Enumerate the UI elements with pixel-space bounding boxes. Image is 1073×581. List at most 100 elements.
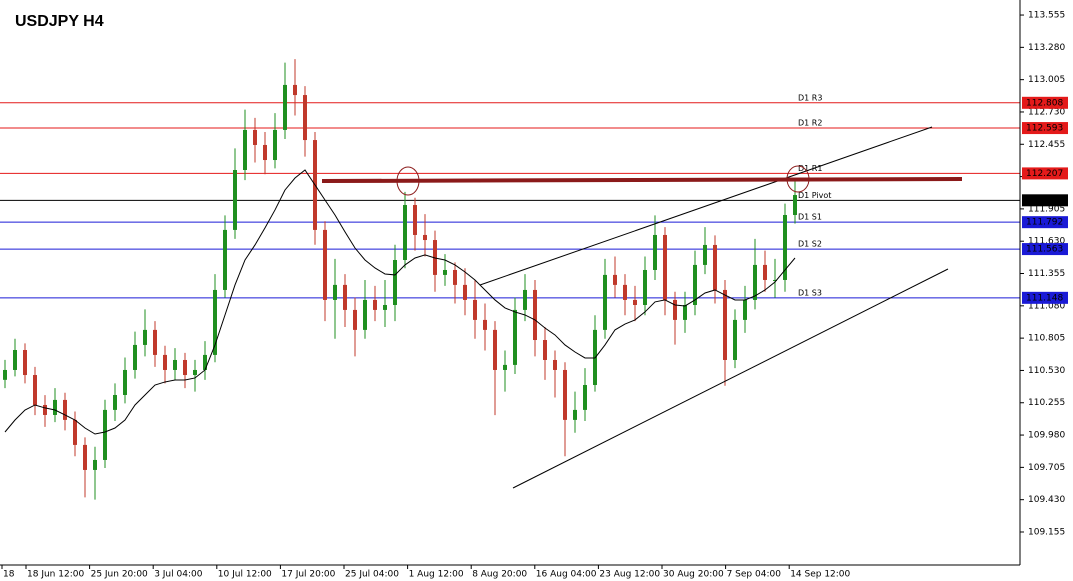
level-name: D1 Pivot bbox=[798, 191, 831, 200]
level-price-box bbox=[1022, 216, 1068, 229]
y-tick-label: 109.430 bbox=[1028, 495, 1065, 505]
candle-body bbox=[173, 359, 177, 370]
level-price-box bbox=[1022, 167, 1068, 180]
candle-body bbox=[453, 269, 457, 285]
y-tick-label: 109.155 bbox=[1028, 527, 1065, 537]
x-tick-label: 1 Aug 12:00 bbox=[409, 570, 464, 580]
candle-body bbox=[193, 369, 197, 376]
candle-body bbox=[693, 264, 697, 305]
candle-body bbox=[113, 394, 117, 410]
candle-body bbox=[223, 229, 227, 290]
candle-body bbox=[733, 319, 737, 360]
y-tick-label: 112.455 bbox=[1028, 140, 1065, 150]
candle-body bbox=[263, 144, 267, 161]
candle-body bbox=[683, 304, 687, 320]
resistance-line bbox=[321, 177, 963, 183]
y-tick-label: 113.555 bbox=[1028, 11, 1065, 21]
candle-body bbox=[433, 240, 437, 275]
candle-body bbox=[403, 205, 407, 261]
candle-body bbox=[93, 459, 97, 470]
candle-body bbox=[233, 170, 237, 230]
x-tick-label: 7 Sep 04:00 bbox=[727, 570, 782, 580]
candle-body bbox=[3, 369, 7, 380]
moving-average bbox=[4, 169, 796, 435]
x-tick-label: 3 Jul 04:00 bbox=[154, 570, 203, 580]
candle-body bbox=[513, 309, 517, 365]
candle-body bbox=[613, 274, 617, 285]
candle-body bbox=[713, 244, 717, 290]
candle-body bbox=[83, 444, 87, 470]
candle-body bbox=[303, 95, 307, 141]
candle-body bbox=[423, 234, 427, 241]
candle-body bbox=[123, 369, 127, 395]
candle-body bbox=[793, 195, 797, 216]
candle-body bbox=[633, 299, 637, 305]
candle-body bbox=[483, 319, 487, 330]
level-price-label: 112.808 bbox=[1026, 98, 1063, 108]
candle-body bbox=[653, 234, 657, 270]
y-tick-label: 109.705 bbox=[1028, 463, 1065, 473]
candle-body bbox=[273, 129, 277, 161]
candle-body bbox=[363, 299, 367, 330]
candle-body bbox=[533, 289, 537, 341]
candle-body bbox=[213, 289, 217, 355]
resistance-circle bbox=[786, 165, 810, 193]
x-tick-label: 18 bbox=[3, 570, 15, 580]
candle-body bbox=[383, 304, 387, 310]
level-name: D1 R2 bbox=[798, 119, 822, 128]
candle-body bbox=[623, 284, 627, 300]
x-tick-label: 8 Aug 20:00 bbox=[472, 570, 527, 580]
candle-body bbox=[13, 349, 17, 370]
candle-body bbox=[53, 399, 57, 415]
candle-body bbox=[603, 274, 607, 330]
candle-body bbox=[563, 369, 567, 420]
level-price-label: 112.593 bbox=[1026, 124, 1063, 134]
level-price-box bbox=[1022, 194, 1068, 207]
level-name: D1 R1 bbox=[798, 164, 822, 173]
x-tick-label: 17 Jul 20:00 bbox=[281, 570, 335, 580]
y-tick-label: 111.080 bbox=[1028, 301, 1065, 311]
candle-body bbox=[753, 264, 757, 300]
upper-trend-line bbox=[479, 126, 933, 286]
x-tick-label: 25 Jun 20:00 bbox=[91, 570, 148, 580]
candle-body bbox=[673, 299, 677, 320]
candle-body bbox=[723, 289, 727, 360]
resistance-circle bbox=[396, 166, 420, 196]
annotations bbox=[321, 126, 963, 489]
level-name: D1 S2 bbox=[798, 240, 822, 249]
level-name: D1 S1 bbox=[798, 213, 822, 222]
lower-trend-line bbox=[512, 268, 949, 489]
y-tick-label: 110.805 bbox=[1028, 334, 1065, 344]
x-tick-label: 18 Jun 12:00 bbox=[27, 570, 84, 580]
candle-body bbox=[43, 404, 47, 415]
candle-body bbox=[493, 329, 497, 370]
level-price-box bbox=[1022, 122, 1068, 135]
candle-body bbox=[553, 359, 557, 370]
y-tick-label: 113.005 bbox=[1028, 75, 1065, 85]
candle-body bbox=[323, 229, 327, 300]
level-name: D1 R3 bbox=[798, 93, 822, 102]
x-tick-label: 30 Aug 20:00 bbox=[663, 570, 724, 580]
y-tick-label: 109.980 bbox=[1028, 431, 1065, 441]
candle-body bbox=[543, 340, 547, 360]
x-tick-label: 16 Aug 04:00 bbox=[536, 570, 597, 580]
chart-title: USDJPY H4 bbox=[15, 13, 104, 30]
level-price-box bbox=[1022, 243, 1068, 256]
x-tick-label: 10 Jul 12:00 bbox=[218, 570, 272, 580]
candle-body bbox=[253, 129, 257, 145]
level-price-box bbox=[1022, 291, 1068, 304]
candle-body bbox=[523, 289, 527, 310]
candle-body bbox=[643, 269, 647, 305]
candle-body bbox=[243, 129, 247, 171]
candle-body bbox=[293, 84, 297, 96]
candle-body bbox=[283, 84, 287, 130]
level-price-box bbox=[1022, 96, 1068, 109]
candle-body bbox=[103, 409, 107, 460]
candle-body bbox=[373, 299, 377, 310]
candle-body bbox=[133, 344, 137, 370]
candle-body bbox=[143, 329, 147, 345]
candle-body bbox=[343, 284, 347, 310]
candle-body bbox=[503, 364, 507, 370]
y-tick-label: 110.255 bbox=[1028, 398, 1065, 408]
